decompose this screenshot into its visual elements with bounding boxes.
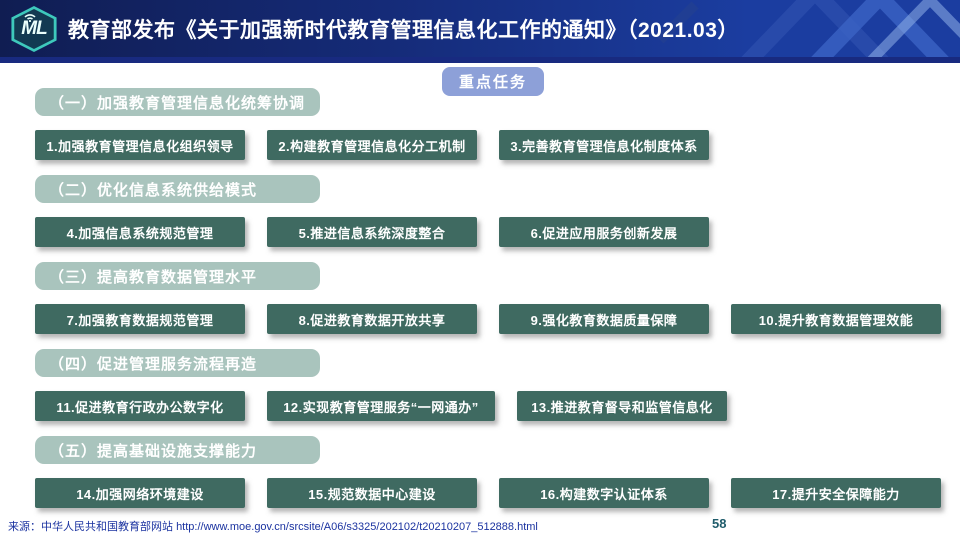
sections-container: （一）加强教育管理信息化统筹协调 1.加强教育管理信息化组织领导 2.构建教育管理信… — [35, 0, 960, 540]
section-heading: （一）加强教育管理信息化统筹协调 — [35, 88, 320, 116]
source-note: 来源：中华人民共和国教育部网站 http://www.moe.gov.cn/sr… — [8, 518, 538, 534]
section-heading: （三）提高教育数据管理水平 — [35, 262, 320, 290]
task-box: 3.完善教育管理信息化制度体系 — [499, 130, 709, 160]
task-box: 6.促进应用服务创新发展 — [499, 217, 709, 247]
task-box: 16.构建数字认证体系 — [499, 478, 709, 508]
source-label: 来源：中华人民共和国教育部网站 — [8, 521, 173, 533]
key-tasks-badge: 重点任务 — [442, 67, 544, 96]
section-heading: （四）促进管理服务流程再造 — [35, 349, 320, 377]
task-box: 14.加强网络环境建设 — [35, 478, 245, 508]
task-box: 8.促进教育数据开放共享 — [267, 304, 477, 334]
task-box: 2.构建教育管理信息化分工机制 — [267, 130, 477, 160]
task-box: 4.加强信息系统规范管理 — [35, 217, 245, 247]
task-box: 17.提升安全保障能力 — [731, 478, 941, 508]
task-box: 13.推进教育督导和监管信息化 — [517, 391, 727, 421]
task-box: 9.强化教育数据质量保障 — [499, 304, 709, 334]
page-title: 教育部发布《关于加强新时代教育管理信息化工作的通知》（2021.03） — [68, 18, 739, 42]
task-box: 15.规范数据中心建设 — [267, 478, 477, 508]
logo-label: ML — [21, 18, 47, 39]
task-box: 5.推进信息系统深度整合 — [267, 217, 477, 247]
task-row: 4.加强信息系统规范管理 5.推进信息系统深度整合 6.促进应用服务创新发展 — [35, 217, 709, 247]
task-row: 14.加强网络环境建设 15.规范数据中心建设 16.构建数字认证体系 17.提升安全… — [35, 478, 941, 508]
task-box: 12.实现教育管理服务“一网通办” — [267, 391, 495, 421]
task-box: 7.加强教育数据规范管理 — [35, 304, 245, 334]
task-box: 10.提升教育数据管理效能 — [731, 304, 941, 334]
wifi-icon — [24, 14, 36, 22]
task-box: 11.促进教育行政办公数字化 — [35, 391, 245, 421]
source-url-link[interactable]: http://www.moe.gov.cn/srcsite/A06/s3325/… — [176, 521, 538, 533]
header-divider — [0, 57, 960, 63]
section-heading: （二）优化信息系统供给模式 — [35, 175, 320, 203]
app-logo: ML — [10, 6, 58, 52]
task-box: 1.加强教育管理信息化组织领导 — [35, 130, 245, 160]
task-row: 11.促进教育行政办公数字化 12.实现教育管理服务“一网通办” 13.推进教育督导… — [35, 391, 727, 421]
task-row: 1.加强教育管理信息化组织领导 2.构建教育管理信息化分工机制 3.完善教育管理信息… — [35, 130, 709, 160]
page-number: 58 — [712, 516, 727, 531]
section-heading: （五）提高基础设施支撑能力 — [35, 436, 320, 464]
task-row: 7.加强教育数据规范管理 8.促进教育数据开放共享 9.强化教育数据质量保障 10.提… — [35, 304, 941, 334]
